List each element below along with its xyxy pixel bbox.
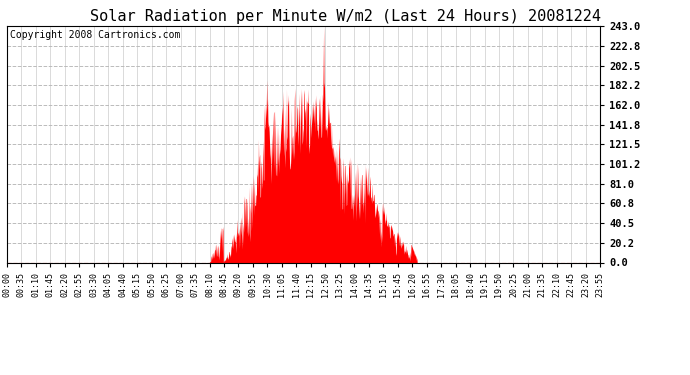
Text: Copyright 2008 Cartronics.com: Copyright 2008 Cartronics.com xyxy=(10,30,180,40)
Text: Solar Radiation per Minute W/m2 (Last 24 Hours) 20081224: Solar Radiation per Minute W/m2 (Last 24… xyxy=(90,9,600,24)
